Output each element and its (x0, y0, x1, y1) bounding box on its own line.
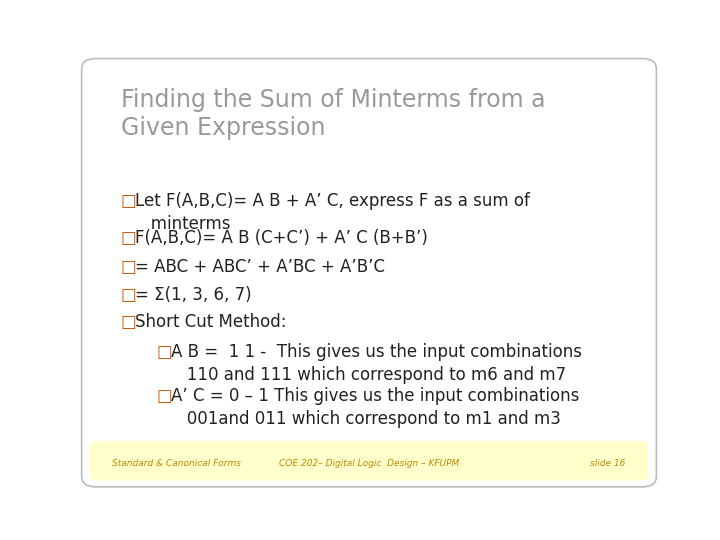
FancyBboxPatch shape (90, 441, 648, 481)
Text: = ABC + ABC’ + A’BC + A’B’C: = ABC + ABC’ + A’BC + A’B’C (135, 258, 384, 276)
Text: COE 202– Digital Logic  Design – KFUPM: COE 202– Digital Logic Design – KFUPM (279, 458, 459, 468)
Text: □: □ (121, 313, 137, 331)
Text: F(A,B,C)= A B (C+C’) + A’ C (B+B’): F(A,B,C)= A B (C+C’) + A’ C (B+B’) (135, 229, 428, 247)
Text: □: □ (121, 258, 137, 276)
Text: □: □ (121, 192, 137, 210)
Text: slide 16: slide 16 (590, 458, 626, 468)
Text: Finding the Sum of Minterms from a
Given Expression: Finding the Sum of Minterms from a Given… (121, 87, 545, 140)
Text: □: □ (157, 343, 173, 361)
Text: A B =  1 1 -  This gives us the input combinations
   110 and 111 which correspo: A B = 1 1 - This gives us the input comb… (171, 343, 582, 384)
Text: Let F(A,B,C)= A B + A’ C, express F as a sum of
   minterms: Let F(A,B,C)= A B + A’ C, express F as a… (135, 192, 529, 233)
Text: □: □ (121, 286, 137, 304)
Text: A’ C = 0 – 1 This gives us the input combinations
   001and 011 which correspond: A’ C = 0 – 1 This gives us the input com… (171, 387, 580, 428)
Text: = Σ(1, 3, 6, 7): = Σ(1, 3, 6, 7) (135, 286, 251, 304)
Text: □: □ (157, 387, 173, 405)
Text: Short Cut Method:: Short Cut Method: (135, 313, 286, 331)
Text: Standard & Canonical Forms: Standard & Canonical Forms (112, 458, 241, 468)
Text: □: □ (121, 229, 137, 247)
FancyBboxPatch shape (81, 58, 657, 487)
